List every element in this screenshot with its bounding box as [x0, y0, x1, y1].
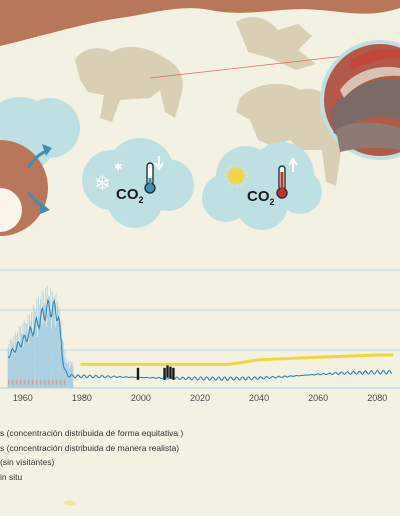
warm-co2-subscript: 2	[269, 197, 275, 207]
arrow-out-icon-head	[42, 144, 52, 156]
thermometer-high-icon	[276, 165, 288, 199]
arrow-up-icon	[288, 157, 298, 172]
snowflake-small-icon: ✱	[114, 162, 122, 173]
legend-item: s (concentración distribuida de forma eq…	[0, 428, 184, 438]
data-point-in-situ	[172, 367, 175, 380]
sun-icon	[224, 164, 248, 188]
x-tick-label: 2080	[367, 393, 387, 403]
series-line	[7, 298, 393, 381]
x-tick-label: 2020	[190, 393, 210, 403]
warm-co2-text: CO	[247, 188, 270, 205]
x-tick-label: 2040	[249, 393, 269, 403]
chart: 1960 1980 2000 2020 2040 2060 2080	[0, 269, 400, 403]
snowflake-icon: ❄	[94, 171, 111, 195]
bison-silhouette-left	[75, 46, 183, 122]
legend-item: (sin visitantes)	[0, 457, 55, 467]
warm-co2-label: CO2	[247, 188, 275, 207]
bison-silhouette-right	[236, 83, 344, 186]
cold-co2-text: CO	[116, 186, 139, 203]
data-point-in-situ	[163, 367, 166, 380]
cold-co2-label: CO2	[116, 186, 144, 205]
chart-legend: s (concentración distribuida de forma eq…	[0, 426, 400, 484]
thermometer-low-icon	[144, 162, 156, 194]
data-point-in-situ	[169, 366, 172, 379]
warm-co2-cloud	[202, 142, 322, 230]
arrow-in-icon-head	[40, 202, 50, 214]
legend-item: in situ	[0, 471, 23, 482]
legend-item: s (concentración distribuida de manera r…	[0, 442, 180, 453]
x-tick-label: 1980	[72, 393, 92, 403]
legend-swatch-highlight	[64, 500, 76, 506]
hand-silhouette	[236, 16, 316, 70]
x-tick-label: 1960	[13, 393, 33, 403]
data-point-in-situ	[166, 365, 169, 378]
cave-ceiling	[0, 0, 400, 46]
cave-painting-photo	[320, 40, 400, 160]
cave-air-cloud	[0, 97, 80, 236]
connector-line	[149, 55, 346, 79]
cold-co2-subscript: 2	[138, 195, 144, 205]
arrow-down-icon	[154, 156, 164, 171]
series-projection-line	[80, 353, 394, 366]
series-envelope	[7, 285, 74, 388]
x-tick-label: 2060	[308, 393, 328, 403]
data-point-in-situ	[136, 367, 140, 380]
x-tick-label: 2000	[131, 393, 151, 403]
